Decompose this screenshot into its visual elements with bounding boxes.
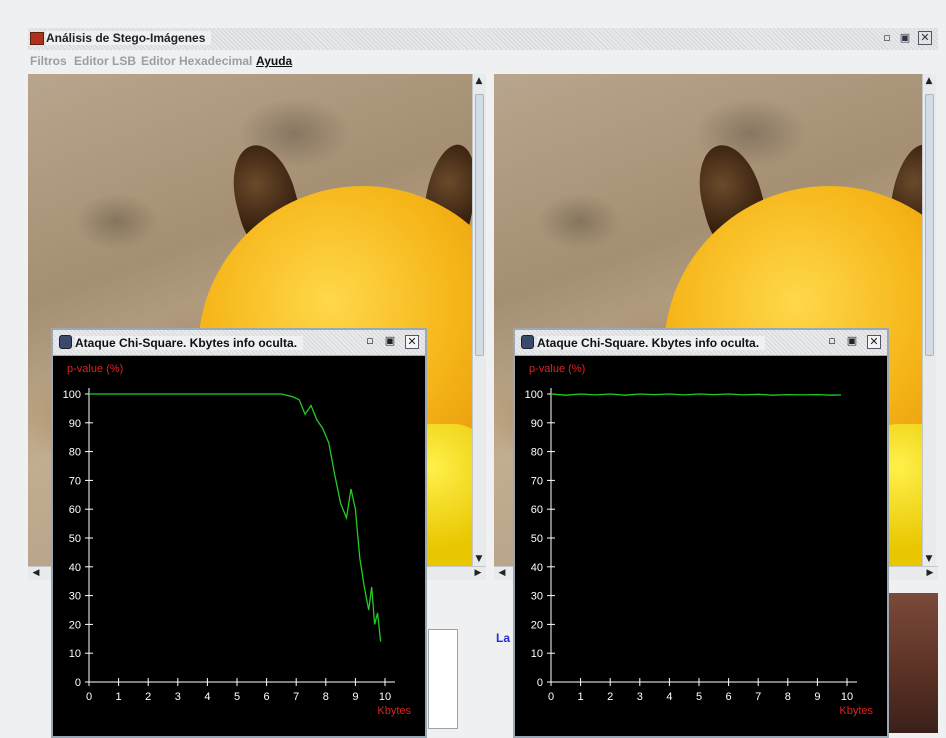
x-tick-label: 9 [352,691,358,703]
scroll-right-icon[interactable]: ▶ [926,568,934,578]
y-tick-label: 70 [531,475,543,487]
y-tick-label: 90 [69,418,81,430]
y-tick-label: 60 [531,504,543,516]
scroll-down-icon[interactable]: ▼ [925,554,933,564]
close-icon[interactable]: ✕ [405,335,419,349]
menu-editor-hexadecimal[interactable]: Editor Hexadecimal [141,54,253,68]
y-tick-label: 60 [69,504,81,516]
left-vertical-scrollbar[interactable]: ▲ ▼ [472,74,486,566]
y-tick-label: 0 [75,677,81,689]
y-tick-label: 30 [531,591,543,603]
minimize-icon[interactable]: ▫ [366,334,374,347]
menu-filtros[interactable]: Filtros [30,54,67,68]
x-tick-label: 6 [726,691,732,703]
scroll-left-icon[interactable]: ◀ [498,568,506,578]
x-tick-label: 9 [814,691,820,703]
x-tick-label: 7 [755,691,761,703]
y-tick-label: 70 [69,475,81,487]
chi-titlebar[interactable]: Ataque Chi-Square. Kbytes info oculta. ▫… [53,330,425,356]
x-tick-label: 1 [116,691,122,703]
right-vertical-scrollbar[interactable]: ▲ ▼ [922,74,936,566]
x-tick-label: 5 [696,691,702,703]
x-tick-label: 0 [548,691,554,703]
minimized-frame[interactable] [428,629,458,729]
y-tick-label: 40 [69,562,81,574]
side-image-thumbnail [888,593,938,733]
minimize-icon[interactable]: ▫ [828,334,836,347]
x-tick-label: 8 [785,691,791,703]
y-tick-label: 20 [531,619,543,631]
scroll-left-icon[interactable]: ◀ [32,568,40,578]
x-tick-label: 2 [145,691,151,703]
y-tick-label: 20 [69,619,81,631]
close-icon[interactable]: ✕ [918,31,932,45]
scroll-up-icon[interactable]: ▲ [925,76,933,86]
x-tick-label: 10 [841,691,853,703]
app-icon [30,32,44,45]
y-tick-label: 0 [537,677,543,689]
chi-window-title: Ataque Chi-Square. Kbytes info oculta. [537,336,766,350]
x-tick-label: 2 [607,691,613,703]
y-tick-label: 50 [69,533,81,545]
scroll-thumb[interactable] [475,94,484,356]
x-tick-label: 3 [637,691,643,703]
scroll-down-icon[interactable]: ▼ [475,554,483,564]
scroll-right-icon[interactable]: ▶ [474,568,482,578]
x-tick-label: 4 [204,691,210,703]
y-tick-label: 30 [69,591,81,603]
x-tick-label: 1 [578,691,584,703]
x-tick-label: 3 [175,691,181,703]
x-axis-label: Kbytes [377,705,411,717]
menu-ayuda[interactable]: Ayuda [256,54,293,68]
y-axis-label: p-value (%) [529,363,585,375]
x-axis-label: Kbytes [839,705,873,717]
chi-square-chart-left: p-value (%) 0 10 20 30 40 50 60 70 80 90 100 0 1 2 3 4 5 6… [63,363,412,717]
p-value-line [550,393,842,396]
x-tick-label: 5 [234,691,240,703]
x-tick-label: 6 [264,691,270,703]
close-icon[interactable]: ✕ [867,335,881,349]
lower-link[interactable]: La [496,631,511,645]
p-value-line [89,393,382,642]
frame-icon [59,335,72,349]
chi-window-title: Ataque Chi-Square. Kbytes info oculta. [75,336,304,350]
chi-square-window-right[interactable]: Ataque Chi-Square. Kbytes info oculta. ▫… [513,328,889,738]
menu-bar: Filtros Editor LSB Editor Hexadecimal Ay… [28,52,938,72]
y-tick-label: 10 [69,648,81,660]
maximize-icon[interactable]: ▣ [384,334,396,347]
chi-square-chart-right: p-value (%) 0 10 20 30 40 50 60 70 80 90 100 0 1 2 3 4 5 6… [525,363,874,717]
y-tick-label: 100 [525,389,543,401]
menu-editor-lsb[interactable]: Editor LSB [74,54,136,68]
main-titlebar[interactable]: Análisis de Stego-Imágenes ▫ ▣ ✕ [28,28,938,50]
x-tick-label: 10 [379,691,391,703]
y-tick-label: 40 [531,562,543,574]
y-tick-label: 80 [531,447,543,459]
x-tick-label: 4 [666,691,672,703]
frame-icon [521,335,534,349]
y-tick-label: 80 [69,447,81,459]
x-tick-label: 0 [86,691,92,703]
y-axis-label: p-value (%) [67,363,123,375]
maximize-icon[interactable]: ▣ [899,31,911,44]
x-tick-label: 8 [323,691,329,703]
chi-titlebar[interactable]: Ataque Chi-Square. Kbytes info oculta. ▫… [515,330,887,356]
scroll-thumb[interactable] [925,94,934,356]
y-tick-label: 90 [531,418,543,430]
maximize-icon[interactable]: ▣ [846,334,858,347]
y-tick-label: 50 [531,533,543,545]
y-tick-label: 10 [531,648,543,660]
scroll-up-icon[interactable]: ▲ [475,76,483,86]
x-tick-label: 7 [293,691,299,703]
window-title: Análisis de Stego-Imágenes [46,31,212,45]
y-tick-label: 100 [63,389,81,401]
minimize-icon[interactable]: ▫ [883,31,891,44]
chi-square-window-left[interactable]: Ataque Chi-Square. Kbytes info oculta. ▫… [51,328,427,738]
